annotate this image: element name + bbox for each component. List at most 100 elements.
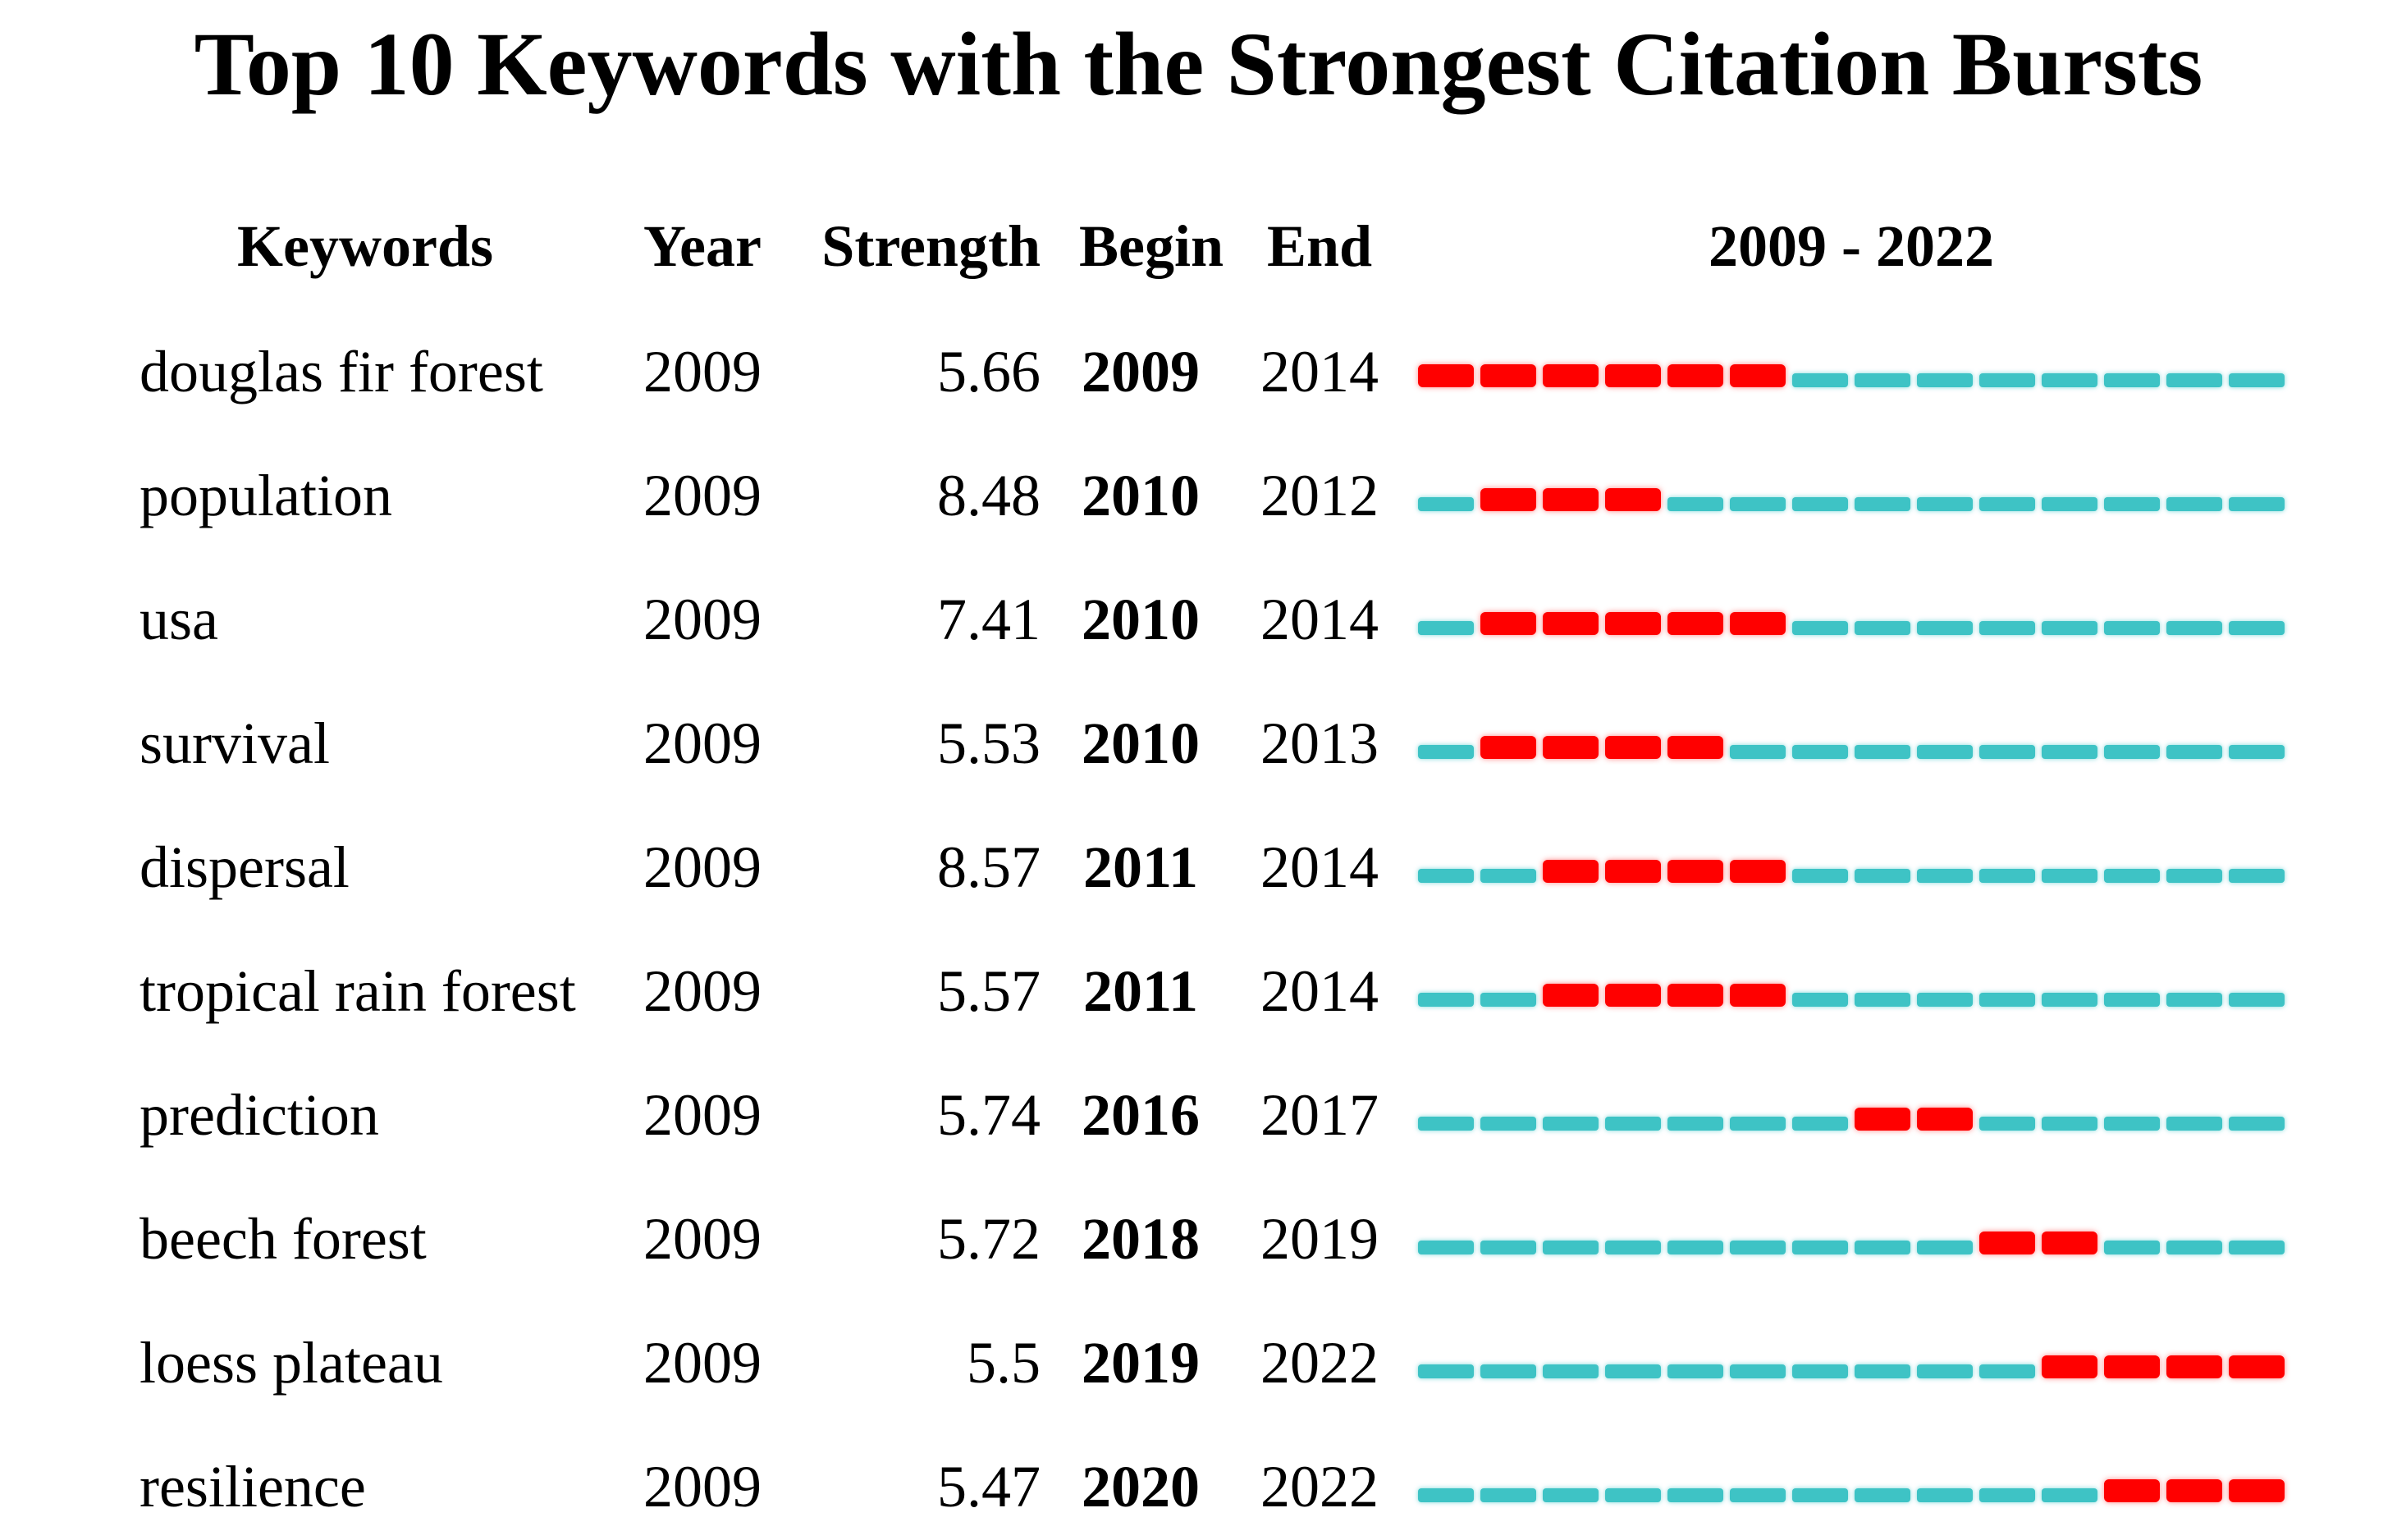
base-year-segment — [2166, 993, 2222, 1007]
base-year-segment — [1480, 1117, 1536, 1131]
base-year-segment — [1418, 1117, 1474, 1131]
base-year-segment — [1480, 869, 1536, 883]
base-year-segment — [1792, 1241, 1848, 1254]
burst-year-segment — [1667, 364, 1723, 387]
begin-cell: 2019 — [1082, 1330, 1200, 1396]
burst-timeline-bar — [1418, 363, 2285, 387]
burst-year-segment — [1667, 860, 1723, 883]
begin-cell: 2009 — [1082, 339, 1200, 404]
base-year-segment — [1480, 1364, 1536, 1378]
burst-timeline-bar — [1418, 1231, 2285, 1254]
burst-year-segment — [1543, 736, 1599, 759]
base-year-segment — [1543, 1117, 1599, 1131]
header-keywords: Keywords — [237, 213, 493, 279]
header-begin: Begin — [1079, 213, 1224, 279]
burst-year-segment — [1855, 1108, 1910, 1131]
end-cell: 2022 — [1260, 1454, 1379, 1519]
burst-year-segment — [2166, 1479, 2222, 1502]
burst-year-segment — [1667, 736, 1723, 759]
table-header: Keywords Year Strength Begin End 2009 - … — [0, 215, 2397, 289]
burst-timeline-bar — [1418, 1478, 2285, 1502]
end-cell: 2014 — [1260, 339, 1379, 404]
base-year-segment — [2104, 1241, 2160, 1254]
year-cell: 2009 — [643, 339, 762, 404]
base-year-segment — [1979, 869, 2035, 883]
strength-cell: 5.74 — [937, 1082, 1041, 1148]
end-cell: 2014 — [1260, 958, 1379, 1024]
burst-year-segment — [1730, 860, 1786, 883]
burst-year-segment — [2042, 1232, 2097, 1254]
strength-cell: 5.5 — [967, 1330, 1041, 1396]
base-year-segment — [1917, 1488, 1973, 1502]
begin-cell: 2018 — [1082, 1206, 1200, 1272]
burst-year-segment — [1730, 612, 1786, 635]
base-year-segment — [1792, 1364, 1848, 1378]
end-cell: 2012 — [1260, 463, 1379, 528]
strength-cell: 7.41 — [937, 587, 1041, 652]
begin-cell: 2016 — [1082, 1082, 1200, 1148]
begin-cell: 2011 — [1082, 958, 1199, 1024]
base-year-segment — [2229, 497, 2285, 511]
keyword-cell: tropical rain forest — [140, 958, 576, 1024]
table-row: dispersal 2009 8.57 2011 2014 — [0, 836, 2397, 910]
base-year-segment — [1605, 1117, 1661, 1131]
base-year-segment — [1855, 1364, 1910, 1378]
base-year-segment — [1730, 1364, 1786, 1378]
burst-year-segment — [1605, 860, 1661, 883]
base-year-segment — [1917, 1364, 1973, 1378]
base-year-segment — [1917, 497, 1973, 511]
table-row: resilience 2009 5.47 2020 2022 — [0, 1455, 2397, 1529]
base-year-segment — [1480, 1241, 1536, 1254]
base-year-segment — [2104, 869, 2160, 883]
base-year-segment — [1418, 869, 1474, 883]
base-year-segment — [1979, 1488, 2035, 1502]
strength-cell: 5.53 — [937, 711, 1041, 776]
burst-year-segment — [1543, 984, 1599, 1007]
keyword-cell: prediction — [140, 1082, 379, 1148]
burst-year-segment — [1480, 364, 1536, 387]
base-year-segment — [1792, 745, 1848, 759]
base-year-segment — [1917, 745, 1973, 759]
burst-year-segment — [1979, 1232, 2035, 1254]
base-year-segment — [2042, 745, 2097, 759]
burst-timeline-bar — [1418, 1355, 2285, 1378]
burst-year-segment — [2042, 1355, 2097, 1378]
base-year-segment — [1418, 745, 1474, 759]
base-year-segment — [1855, 621, 1910, 635]
base-year-segment — [1418, 1488, 1474, 1502]
begin-cell: 2010 — [1082, 711, 1200, 776]
base-year-segment — [2166, 621, 2222, 635]
base-year-segment — [2166, 1117, 2222, 1131]
base-year-segment — [2166, 1241, 2222, 1254]
year-cell: 2009 — [643, 1082, 762, 1148]
end-cell: 2014 — [1260, 834, 1379, 900]
burst-year-segment — [2229, 1479, 2285, 1502]
year-cell: 2009 — [643, 1206, 762, 1272]
year-cell: 2009 — [643, 463, 762, 528]
base-year-segment — [2042, 497, 2097, 511]
keyword-cell: population — [140, 463, 392, 528]
base-year-segment — [2229, 1241, 2285, 1254]
year-cell: 2009 — [643, 1454, 762, 1519]
year-cell: 2009 — [643, 587, 762, 652]
base-year-segment — [1418, 1364, 1474, 1378]
keyword-cell: douglas fir forest — [140, 339, 543, 404]
base-year-segment — [1792, 497, 1848, 511]
base-year-segment — [2166, 497, 2222, 511]
burst-year-segment — [1480, 736, 1536, 759]
base-year-segment — [1730, 745, 1786, 759]
base-year-segment — [2166, 869, 2222, 883]
table-row: survival 2009 5.53 2010 2013 — [0, 712, 2397, 786]
burst-year-segment — [1667, 612, 1723, 635]
burst-year-segment — [1543, 860, 1599, 883]
base-year-segment — [2229, 869, 2285, 883]
table-row: prediction 2009 5.74 2016 2017 — [0, 1084, 2397, 1158]
base-year-segment — [1667, 1488, 1723, 1502]
header-timeline-range: 2009 - 2022 — [1709, 213, 1994, 279]
base-year-segment — [2229, 993, 2285, 1007]
base-year-segment — [1792, 869, 1848, 883]
base-year-segment — [1730, 1117, 1786, 1131]
base-year-segment — [1543, 1241, 1599, 1254]
burst-year-segment — [1605, 364, 1661, 387]
base-year-segment — [1917, 373, 1973, 387]
